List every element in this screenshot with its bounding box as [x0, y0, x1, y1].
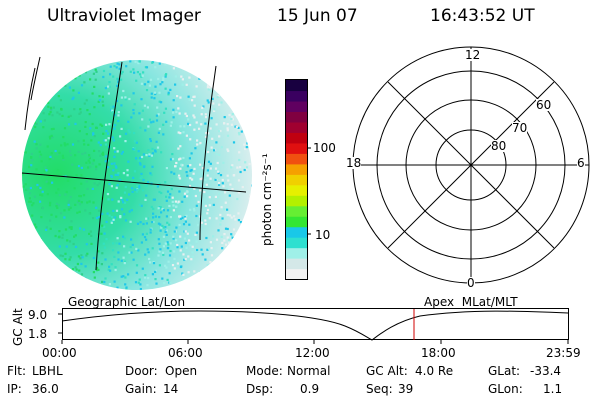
status-glon-label: GLon:: [488, 382, 523, 396]
status-glat-label: GLat:: [488, 364, 521, 378]
status-flt-value: LBHL: [32, 364, 63, 378]
color-swatch: [286, 132, 307, 144]
timeline-xtick-0600: 06:00: [168, 346, 203, 360]
status-seq-value: 39: [398, 382, 414, 396]
status-seq-label: Seq:: [366, 382, 393, 396]
status-gain-label: Gain:: [125, 382, 157, 396]
lat-label-70: 70: [512, 121, 528, 135]
color-swatch: [286, 216, 307, 228]
timeline-left-label: Geographic Lat/Lon: [68, 295, 186, 309]
status-mode-label: Mode:: [246, 364, 283, 378]
color-swatch: [286, 258, 307, 270]
status-gain-value: 14: [163, 382, 179, 396]
instrument-title: Ultraviolet Imager: [47, 6, 201, 26]
geographic-grid: [21, 56, 247, 271]
color-swatch: [286, 100, 307, 113]
timeline-xtick-1800: 18:00: [421, 346, 456, 360]
color-swatch: [286, 142, 307, 154]
mlt-label-12: 12: [465, 48, 481, 62]
timeline-right-label: Apex MLat/MLT: [424, 295, 518, 309]
timeline-xtick-2359: 23:59: [546, 346, 581, 360]
color-swatch: [286, 195, 307, 207]
color-swatch: [286, 121, 307, 133]
longitude-line: [30, 56, 41, 101]
color-swatch: [286, 237, 307, 249]
colorbar-tick-100: 100: [313, 141, 336, 155]
mlt-label-0: 0: [467, 276, 475, 290]
lat-label-80: 80: [491, 139, 507, 153]
longitude-line: [95, 61, 123, 271]
status-dsp-value: 0.9: [300, 382, 320, 396]
mlt-label-18: 18: [346, 156, 362, 170]
latitude-line: [21, 172, 247, 193]
status-mode-value: Normal: [287, 364, 331, 378]
mlt-diagonal: [387, 81, 555, 249]
status-door-label: Door:: [125, 364, 158, 378]
longitude-line: [199, 65, 217, 241]
timeline-frame: [62, 308, 569, 340]
color-swatch: [286, 247, 307, 259]
altitude-curve: [61, 310, 569, 341]
color-swatch: [286, 90, 307, 102]
longitude-line: [24, 67, 36, 131]
status-door-value: Open: [165, 364, 198, 378]
status-gcalt-label: GC Alt:: [366, 364, 408, 378]
mlt-label-6: 6: [577, 156, 585, 170]
timeline-ticks: [58, 313, 569, 344]
status-gcalt-value: 4.0 Re: [415, 364, 454, 378]
color-swatch: [286, 163, 307, 175]
status-glon-value: 1.1: [543, 382, 563, 396]
lat-label-60: 60: [536, 98, 552, 112]
speckle-texture: [22, 60, 252, 290]
color-scale-border: [285, 79, 308, 280]
colorbar-tick-10: 10: [315, 228, 331, 242]
timeline-ytick-high: 9.0: [28, 308, 48, 322]
color-swatch: [286, 174, 307, 186]
status-glat-value: -33.4: [530, 364, 562, 378]
color-swatch: [286, 184, 307, 196]
timeline-ytick-low: 1.8: [28, 327, 48, 341]
color-swatch: [286, 111, 307, 123]
observation-time: 16:43:52 UT: [430, 6, 535, 26]
color-swatch: [286, 226, 307, 238]
status-dsp-label: Dsp:: [246, 382, 274, 396]
color-swatch: [286, 153, 307, 165]
color-scale-swatches: [286, 80, 307, 280]
status-ip-value: 36.0: [32, 382, 59, 396]
color-swatch: [286, 205, 307, 217]
observation-date: 15 Jun 07: [277, 6, 358, 26]
color-scale-bar: [285, 79, 311, 280]
color-swatch: [286, 80, 307, 92]
timeline-xtick-1200: 12:00: [295, 346, 330, 360]
status-flt-label: Flt:: [7, 364, 26, 378]
timeline-xtick-0000: 00:00: [42, 346, 77, 360]
status-ip-label: IP:: [7, 382, 22, 396]
color-swatch: [286, 268, 307, 280]
